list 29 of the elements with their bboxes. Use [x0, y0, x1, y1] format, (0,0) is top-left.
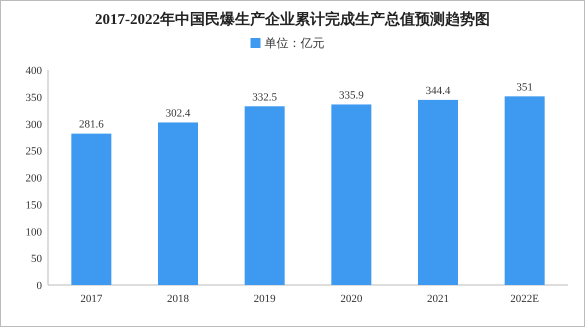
- y-tick-label: 400: [26, 65, 42, 77]
- x-tick-label: 2022E: [510, 293, 540, 305]
- legend-label: 单位：亿元: [264, 36, 324, 50]
- y-tick-label: 150: [26, 199, 42, 212]
- data-label: 335.9: [338, 89, 364, 102]
- data-label: 344.4: [426, 84, 451, 97]
- x-tick-label: 2018: [167, 293, 190, 305]
- x-tick-label: 2017: [80, 293, 103, 305]
- bar: [331, 104, 372, 285]
- x-tick-label: 2020: [340, 293, 363, 305]
- data-label: 281.6: [78, 118, 104, 131]
- y-tick-label: 100: [26, 226, 42, 238]
- data-label: 332.5: [252, 91, 278, 104]
- x-tick-label: 2021: [427, 293, 449, 305]
- y-tick-label: 0: [36, 280, 42, 292]
- bar: [71, 134, 112, 285]
- data-label: 302.4: [166, 107, 191, 120]
- bar: [158, 122, 198, 285]
- y-tick-label: 350: [26, 92, 42, 104]
- y-tick-label: 300: [26, 118, 42, 131]
- y-tick-label: 50: [31, 253, 42, 266]
- y-tick-label: 200: [26, 172, 42, 184]
- y-tick-label: 250: [26, 146, 42, 158]
- bar: [418, 100, 458, 285]
- data-label: 351: [516, 81, 533, 94]
- chart-title: 2017-2022年中国民爆生产企业累计完成生产总值预测趋势图: [95, 10, 490, 28]
- bar: [504, 96, 545, 285]
- bar: [244, 106, 285, 285]
- x-tick-label: 2019: [254, 293, 276, 305]
